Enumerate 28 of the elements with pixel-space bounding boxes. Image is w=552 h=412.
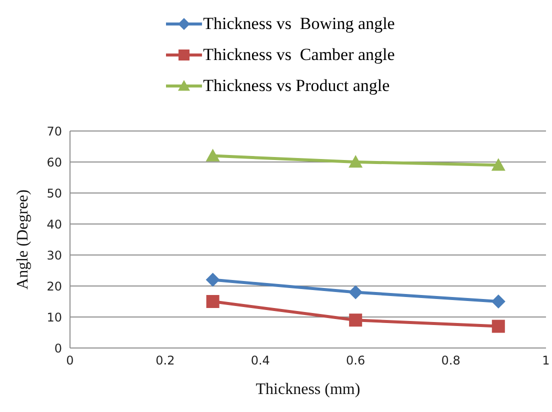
point [492,320,505,333]
x-tick-label: 0.4 [250,354,270,368]
y-tick-label: 70 [46,124,62,138]
y-axis-title: Angle (Degree) [14,190,32,290]
y-tick-label: 10 [46,310,62,324]
y-tick-label: 20 [46,279,62,294]
y-tick-label: 0 [54,341,62,356]
legend-label: Thickness vs Bowing angle [203,14,395,34]
point [349,314,362,327]
y-tick-label: 30 [46,248,62,262]
x-tick-label: 0.2 [156,354,175,368]
legend-label: Thickness vs Camber angle [203,44,395,64]
point [491,158,506,171]
point [206,295,220,308]
point [206,148,220,162]
point [348,285,363,300]
y-tick-label: 60 [46,155,62,170]
x-axis-title: Thickness (mm) [256,381,360,398]
y-tick-label: 50 [46,186,62,200]
x-tick-label: 0 [66,354,74,368]
x-tick-label: 0.6 [346,354,366,368]
point [348,155,363,168]
x-tick-label: 0.8 [441,354,460,368]
y-tick-label: 40 [46,217,62,232]
point [206,272,220,287]
point [491,294,506,308]
x-tick-label: 1 [542,354,550,368]
legend-label: Thickness vs Product angle [203,76,390,96]
